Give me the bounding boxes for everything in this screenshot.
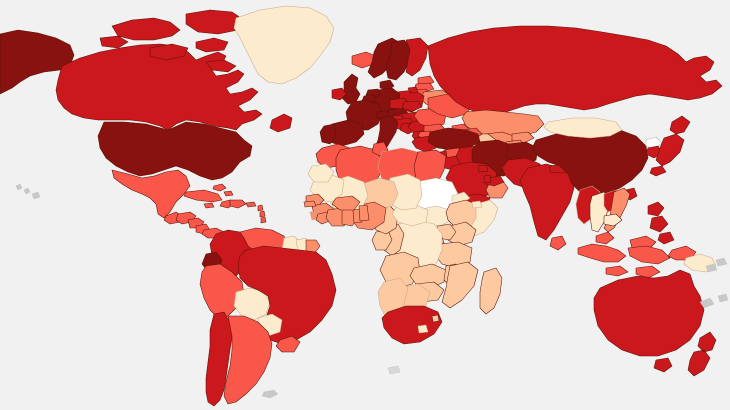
country-angola[interactable]	[380, 252, 420, 288]
country-french-guiana[interactable]	[306, 240, 320, 254]
island-solomon-islands	[705, 257, 728, 273]
country-bahamas[interactable]	[213, 184, 233, 196]
country-kaliningrad[interactable]	[408, 87, 418, 93]
country-mexico[interactable]	[112, 170, 190, 218]
country-mozambique[interactable]	[442, 262, 478, 308]
country-jamaica[interactable]	[204, 203, 214, 208]
region-oceania	[387, 257, 729, 376]
country-alaska[interactable]	[0, 30, 74, 94]
country-kuwait[interactable]	[478, 165, 488, 172]
island-antarctica-fragment	[387, 365, 401, 375]
country-slovakia[interactable]	[402, 101, 422, 111]
country-lesotho[interactable]	[418, 325, 428, 333]
country-bolivia[interactable]	[234, 288, 270, 320]
country-djibouti[interactable]	[472, 201, 482, 208]
country-burkina-faso[interactable]	[332, 196, 360, 210]
country-finland[interactable]	[406, 38, 428, 76]
country-south-africa[interactable]	[382, 306, 442, 344]
country-cuba[interactable]	[184, 190, 222, 202]
country-portugal[interactable]	[320, 124, 336, 144]
region-europe	[320, 38, 472, 158]
country-cambodia[interactable]	[604, 214, 622, 226]
country-sri-lanka[interactable]	[550, 236, 566, 250]
country-philippines[interactable]	[648, 202, 674, 244]
island-fiji	[717, 293, 729, 303]
country-greenland[interactable]	[234, 6, 334, 84]
country-madagascar[interactable]	[480, 268, 502, 314]
country-puerto-rico[interactable]	[246, 202, 256, 207]
country-tasmania[interactable]	[654, 358, 672, 372]
country-somalia[interactable]	[470, 200, 498, 236]
region-north-america	[0, 6, 376, 238]
country-malaysia[interactable]	[596, 232, 656, 250]
country-qatar[interactable]	[484, 175, 491, 183]
country-gambia-guineabissau[interactable]	[304, 201, 316, 207]
island-lesser-antilles[interactable]	[258, 205, 266, 223]
country-dominican-republic[interactable]	[230, 200, 246, 208]
country-eswatini[interactable]	[432, 315, 439, 322]
country-western-sahara[interactable]	[308, 164, 334, 182]
country-usa-mainland[interactable]	[98, 122, 252, 180]
country-benin[interactable]	[359, 205, 369, 221]
island-new-caledonia	[699, 297, 715, 309]
country-uruguay[interactable]	[276, 336, 300, 352]
region-south-america	[200, 228, 336, 406]
country-argentina[interactable]	[224, 316, 272, 404]
country-australia[interactable]	[594, 270, 704, 356]
country-japan[interactable]	[650, 116, 690, 176]
region-africa	[304, 142, 502, 344]
country-ireland[interactable]	[332, 88, 346, 100]
country-turkey[interactable]	[428, 128, 480, 150]
region-asia	[428, 116, 716, 278]
island-falklands	[261, 389, 279, 399]
country-newfoundland[interactable]	[270, 114, 292, 132]
country-mongolia[interactable]	[544, 118, 622, 138]
island-hawaii	[15, 183, 41, 200]
country-new-zealand[interactable]	[688, 332, 716, 376]
